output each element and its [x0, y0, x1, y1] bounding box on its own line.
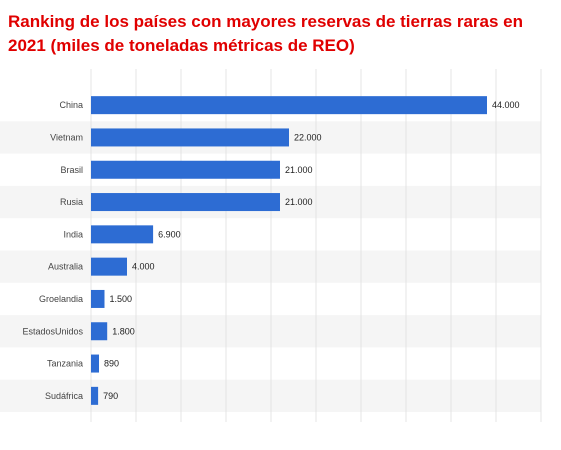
data-label: 1.800: [112, 326, 135, 336]
bar: [91, 96, 487, 115]
bar: [91, 257, 127, 276]
category-label: Rusia: [60, 197, 83, 207]
bar: [91, 354, 100, 373]
value-labels: 44.000 22.000 21.000 21.000 6.900 4.000 1.500 1…: [103, 100, 519, 401]
chart-title: Ranking de los países con mayores reserv…: [8, 12, 523, 55]
bars: [91, 96, 487, 405]
bar: [91, 160, 280, 179]
bar: [91, 225, 154, 244]
category-label: Sudáfrica: [45, 391, 83, 401]
bar: [91, 289, 105, 308]
category-label: Brasil: [60, 165, 83, 175]
bar: [91, 386, 99, 405]
category-label: EstadosUnidos: [22, 326, 83, 336]
data-label: 890: [104, 359, 119, 369]
data-label: 21.000: [285, 197, 313, 207]
bar: [91, 193, 280, 212]
bar: [91, 322, 108, 341]
category-label: Vietnam: [50, 132, 83, 142]
data-label: 6.900: [158, 229, 181, 239]
category-label: Australia: [48, 262, 83, 272]
category-label: Groelandia: [39, 294, 83, 304]
category-labels: China Vietnam Brasil Rusia India Australia Gro…: [22, 100, 83, 401]
data-label: 1.500: [110, 294, 133, 304]
category-label: India: [63, 229, 83, 239]
category-label: China: [59, 100, 83, 110]
gridlines: [90, 69, 542, 422]
data-label: 790: [103, 391, 118, 401]
data-label: 22.000: [294, 132, 322, 142]
data-label: 21.000: [285, 165, 313, 175]
bar: [91, 128, 289, 147]
data-label: 44.000: [492, 100, 520, 110]
category-label: Tanzania: [47, 359, 83, 369]
data-label: 4.000: [132, 262, 155, 272]
